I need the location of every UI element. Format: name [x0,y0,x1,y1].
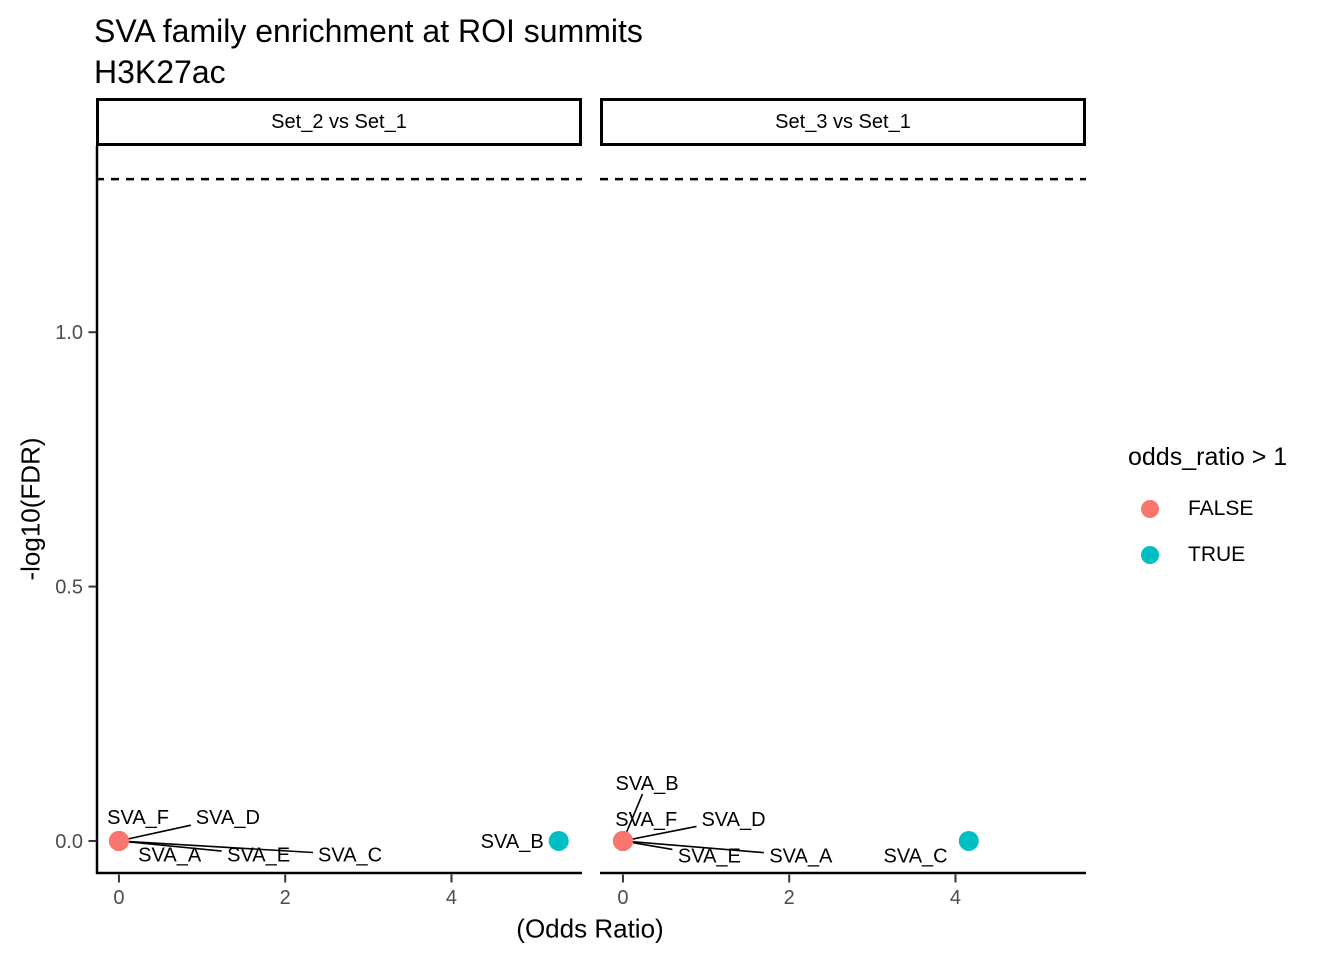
data-point-label: SVA_A [769,846,833,868]
data-point-label: SVA_B [481,831,544,853]
y-tick-label: 0.5 [55,577,83,599]
data-point-label: SVA_E [678,846,741,868]
x-tick-label: 0 [113,887,124,909]
x-tick-label: 0 [617,887,628,909]
legend-entry-true: TRUE [1126,532,1287,578]
facet-strip-set2-vs-set1: Set_2 vs Set_1 [96,98,582,146]
data-point-label: SVA_D [701,809,765,831]
y-tick-label: 1.0 [55,322,83,344]
data-point-label: SVA_E [227,845,290,867]
facet-strip-label: Set_3 vs Set_1 [775,110,911,133]
label-leader-line [622,840,764,854]
label-leader-line [118,824,192,842]
plot-subtitle: H3K27ac [94,54,226,90]
legend-title: odds_ratio > 1 [1128,443,1288,471]
facet-strip-set3-vs-set1: Set_3 vs Set_1 [600,98,1086,146]
plot-title: SVA family enrichment at ROI summits [94,13,643,49]
x-tick-label: 2 [280,887,291,909]
y-axis-title: -log10(FDR) [15,437,46,581]
data-point-label: SVA_A [138,845,202,867]
legend-key-true-icon [1141,546,1159,564]
data-point [108,830,129,851]
data-point [548,830,569,851]
data-point-label: SVA_F [615,809,677,831]
data-point-label: SVA_F [107,807,169,829]
legend-entry-label: TRUE [1188,543,1246,566]
x-tick-label: 4 [950,887,961,909]
label-leader-line [118,840,314,854]
data-point-label: SVA_B [616,773,679,795]
legend-key-false-icon [1141,500,1159,518]
x-axis-title: (Odds Ratio) [516,913,664,944]
data-point [958,830,979,851]
legend-entry-false: FALSE [1126,486,1287,532]
legend: odds_ratio > 1 FALSE TRUE [1126,442,1287,578]
x-tick-label: 2 [784,887,795,909]
x-tick-label: 4 [446,887,457,909]
label-leader-line [622,825,697,842]
y-tick-label: 0.0 [55,831,83,853]
legend-entry-label: FALSE [1188,497,1254,520]
data-point [612,830,633,851]
data-point-label: SVA_C [884,846,948,868]
data-point-label: SVA_D [196,807,260,829]
facet-strip-label: Set_2 vs Set_1 [271,110,407,133]
data-point-label: SVA_C [318,845,382,867]
